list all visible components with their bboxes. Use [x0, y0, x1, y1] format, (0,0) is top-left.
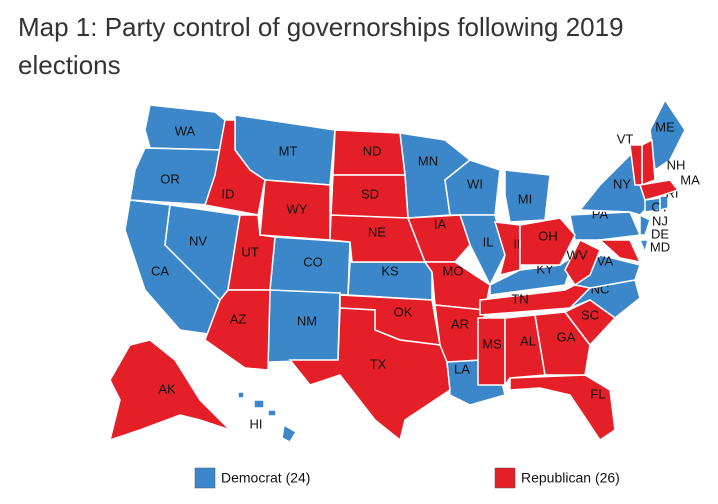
- state-label: CA: [151, 263, 169, 278]
- state: [129, 147, 223, 206]
- state-label: OH: [538, 228, 558, 243]
- legend-text: Republican (26): [521, 470, 620, 486]
- state: [267, 409, 277, 417]
- state: [204, 289, 271, 371]
- state-label: ID: [222, 186, 235, 201]
- legend-swatch: [194, 467, 216, 489]
- state-label: MI: [518, 191, 532, 206]
- state-label: WA: [175, 123, 196, 138]
- state: [493, 221, 521, 277]
- state-label: TX: [370, 356, 387, 371]
- state-label: AZ: [230, 311, 247, 326]
- state-label: VA: [597, 253, 614, 268]
- state-label: NM: [297, 313, 317, 328]
- state-label: ME: [655, 119, 675, 134]
- state: [639, 179, 680, 201]
- state: [504, 314, 546, 388]
- state: [444, 159, 501, 216]
- state: [434, 304, 486, 363]
- state-label: WY: [287, 201, 308, 216]
- state-label: OK: [394, 304, 413, 319]
- state: [288, 307, 451, 442]
- state: [281, 423, 298, 443]
- state: [406, 214, 471, 263]
- state-label: NJ: [652, 213, 668, 228]
- state-label: MS: [482, 336, 502, 351]
- state-label: NE: [368, 224, 386, 239]
- state-label: AL: [520, 333, 536, 348]
- state-label: MA: [680, 172, 700, 187]
- state-label: OR: [160, 171, 180, 186]
- state-label: WI: [467, 176, 483, 191]
- state-label: MO: [443, 263, 464, 278]
- state-label: DE: [651, 226, 669, 241]
- state: [108, 339, 231, 442]
- state: [253, 399, 265, 409]
- state-label: WV: [567, 247, 588, 262]
- state: [639, 213, 651, 236]
- state-label: NY: [613, 176, 631, 191]
- state-label: MT: [279, 143, 298, 158]
- state: [509, 374, 616, 442]
- title: Map 1: Party control of governorships fo…: [18, 12, 624, 80]
- state: [519, 217, 576, 266]
- state: [504, 169, 551, 223]
- state: [641, 138, 656, 187]
- state-label: SD: [361, 186, 379, 201]
- state-label: HI: [250, 416, 263, 431]
- state-label: IL: [483, 234, 494, 249]
- state-label: LA: [454, 361, 470, 376]
- state: [598, 239, 642, 264]
- state: [638, 239, 649, 255]
- state: [479, 284, 592, 316]
- legend-swatch: [494, 467, 516, 489]
- state: [237, 391, 245, 399]
- state-label: KS: [381, 263, 399, 278]
- state: [477, 317, 506, 386]
- state-label: AK: [158, 381, 176, 396]
- state-label: SC: [581, 307, 599, 322]
- state-label: NH: [667, 157, 686, 172]
- state: [563, 299, 617, 347]
- state-label: TN: [511, 291, 528, 306]
- state-label: ND: [363, 143, 382, 158]
- state-label: VT: [617, 131, 634, 146]
- state: [564, 238, 601, 287]
- state-label: FL: [590, 386, 605, 401]
- state-label: CO: [303, 254, 323, 269]
- state-label: MD: [650, 239, 670, 254]
- state-label: AR: [451, 316, 469, 331]
- state-label: GA: [557, 329, 576, 344]
- legend-text: Democrat (24): [221, 470, 310, 486]
- state-label: IA: [434, 216, 447, 231]
- state-label: NV: [189, 233, 207, 248]
- state-label: UT: [241, 244, 258, 259]
- state: [659, 195, 669, 211]
- state-label: MN: [418, 153, 438, 168]
